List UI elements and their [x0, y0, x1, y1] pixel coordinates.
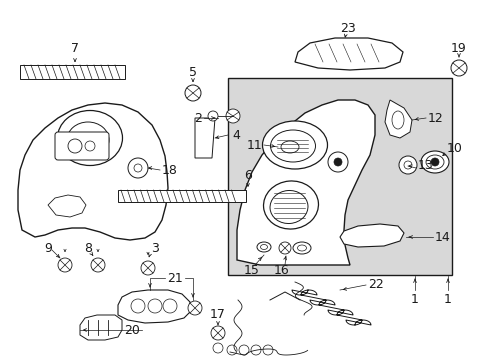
- Text: 10: 10: [446, 141, 462, 154]
- Text: 23: 23: [340, 22, 355, 35]
- Ellipse shape: [270, 130, 315, 162]
- Text: 7: 7: [71, 41, 79, 54]
- Circle shape: [128, 158, 148, 178]
- Text: 19: 19: [450, 41, 466, 54]
- Text: 18: 18: [162, 163, 178, 176]
- Text: 3: 3: [151, 242, 159, 255]
- Circle shape: [184, 85, 201, 101]
- Ellipse shape: [257, 242, 270, 252]
- Text: 22: 22: [367, 279, 383, 292]
- Text: 20: 20: [124, 324, 140, 337]
- Polygon shape: [18, 103, 168, 240]
- Text: 21: 21: [167, 271, 183, 284]
- Text: 11: 11: [246, 139, 262, 152]
- Ellipse shape: [292, 242, 310, 254]
- Circle shape: [131, 299, 145, 313]
- Circle shape: [148, 299, 162, 313]
- Circle shape: [85, 141, 95, 151]
- Polygon shape: [48, 195, 86, 217]
- Ellipse shape: [263, 181, 318, 229]
- Polygon shape: [384, 100, 411, 138]
- Circle shape: [68, 139, 82, 153]
- Ellipse shape: [297, 245, 306, 251]
- Text: 4: 4: [231, 129, 240, 141]
- Circle shape: [333, 158, 341, 166]
- Circle shape: [210, 326, 224, 340]
- Circle shape: [398, 156, 416, 174]
- Text: 14: 14: [434, 230, 450, 243]
- Ellipse shape: [58, 111, 122, 166]
- Circle shape: [134, 164, 142, 172]
- Ellipse shape: [262, 121, 327, 169]
- Text: 9: 9: [44, 242, 52, 255]
- Text: 15: 15: [244, 264, 260, 276]
- Ellipse shape: [391, 111, 403, 129]
- Polygon shape: [237, 100, 374, 265]
- Circle shape: [450, 60, 466, 76]
- Text: 17: 17: [210, 309, 225, 321]
- Text: 16: 16: [274, 264, 289, 276]
- Polygon shape: [80, 315, 122, 340]
- Circle shape: [207, 111, 218, 121]
- Polygon shape: [118, 290, 190, 323]
- Circle shape: [91, 258, 105, 272]
- Ellipse shape: [67, 122, 109, 158]
- Polygon shape: [195, 118, 215, 158]
- Text: 1: 1: [410, 293, 418, 306]
- Bar: [118, 190, 245, 202]
- Circle shape: [58, 258, 72, 272]
- Polygon shape: [294, 38, 402, 70]
- Text: 2: 2: [194, 112, 202, 125]
- FancyBboxPatch shape: [55, 132, 109, 160]
- Circle shape: [225, 109, 240, 123]
- Circle shape: [163, 299, 177, 313]
- Circle shape: [279, 242, 290, 254]
- Circle shape: [213, 343, 223, 353]
- Polygon shape: [339, 224, 403, 247]
- Circle shape: [187, 301, 202, 315]
- Circle shape: [430, 158, 438, 166]
- Bar: [20, 65, 125, 79]
- Circle shape: [403, 161, 411, 169]
- Circle shape: [327, 152, 347, 172]
- Circle shape: [141, 261, 155, 275]
- Ellipse shape: [420, 151, 448, 173]
- Ellipse shape: [269, 190, 307, 224]
- Bar: [227, 78, 451, 275]
- Text: 6: 6: [244, 168, 251, 181]
- Ellipse shape: [281, 141, 298, 153]
- Text: 1: 1: [443, 293, 451, 306]
- Text: 13: 13: [417, 158, 433, 171]
- Text: 8: 8: [84, 242, 92, 255]
- Text: 12: 12: [427, 112, 443, 125]
- Ellipse shape: [425, 155, 443, 169]
- Ellipse shape: [260, 244, 267, 249]
- Text: 5: 5: [189, 66, 197, 78]
